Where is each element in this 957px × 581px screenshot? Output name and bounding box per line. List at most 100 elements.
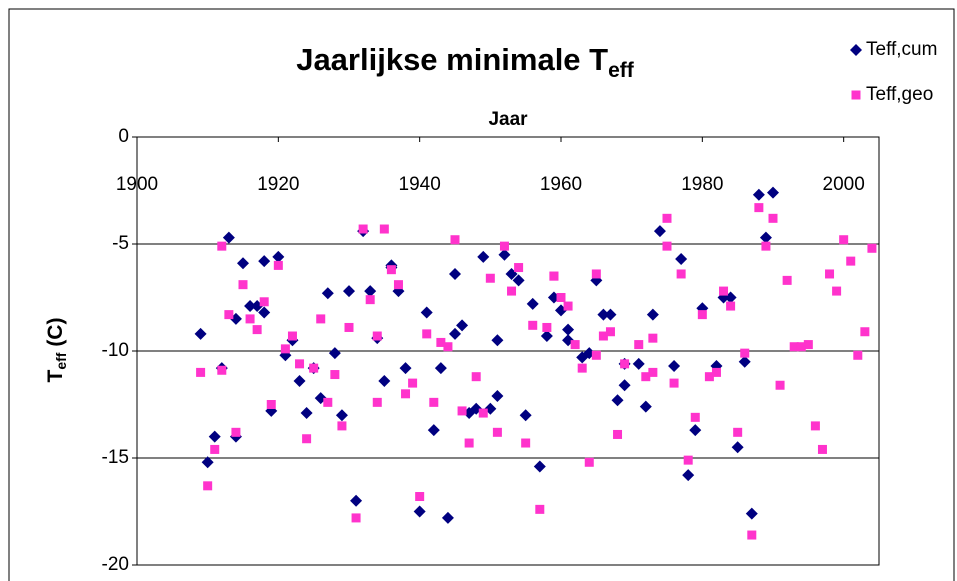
scatter-point — [457, 406, 467, 416]
scatter-point — [449, 267, 461, 280]
scatter-point — [485, 273, 495, 283]
scatter-point — [293, 374, 306, 387]
scatter-point — [832, 286, 842, 296]
legend-label: Teff,cum — [866, 39, 937, 60]
scatter-point — [540, 330, 553, 343]
scatter-point — [372, 397, 382, 407]
y-tick-label: -5 — [112, 233, 129, 254]
scatter-point — [775, 380, 785, 390]
scatter-point — [668, 359, 681, 372]
scatter-point — [237, 257, 249, 270]
scatter-point — [379, 224, 389, 234]
scatter-point — [266, 400, 276, 409]
scatter-point — [309, 363, 319, 373]
scatter-point — [867, 243, 877, 253]
scatter-point — [648, 367, 658, 377]
scatter-point — [358, 224, 368, 234]
scatter-point — [825, 269, 835, 279]
title-subscript: eff — [608, 59, 635, 82]
scatter-point — [584, 457, 594, 467]
scatter-point — [512, 274, 525, 287]
scatter-point — [478, 408, 488, 418]
scatter-point — [287, 331, 297, 341]
scatter-point — [570, 340, 580, 350]
scatter-point — [562, 323, 575, 336]
x-tick-label: 2000 — [823, 174, 865, 195]
x-tick-label: 1960 — [540, 174, 582, 195]
scatter-point — [436, 337, 446, 347]
scatter-point — [316, 314, 326, 324]
scatter-point — [244, 300, 257, 313]
scatter-point — [413, 505, 426, 518]
scatter-point — [711, 367, 721, 377]
scatter-point — [648, 333, 658, 343]
scatter-point — [549, 271, 559, 281]
scatter-point — [210, 444, 220, 454]
scatter-point — [646, 308, 659, 321]
scatter-point — [690, 412, 700, 422]
scatter-point — [591, 269, 601, 279]
scatter-point — [726, 301, 736, 311]
scatter-point — [542, 322, 552, 332]
scatter-point — [669, 378, 679, 388]
scatter-point — [817, 444, 827, 454]
scatter-point — [343, 285, 355, 298]
scatter-point — [521, 438, 531, 448]
scatter-point — [752, 188, 765, 201]
scatter-point — [217, 365, 227, 375]
chart-frame — [8, 8, 955, 581]
y-tick-label: -15 — [102, 447, 129, 468]
scatter-point — [258, 306, 271, 319]
scatter-point — [258, 255, 271, 268]
scatter-point — [803, 340, 813, 350]
scatter-point — [464, 438, 474, 448]
scatter-point — [450, 235, 460, 245]
scatter-point — [399, 362, 412, 375]
scatter-point — [675, 252, 688, 265]
x-tick-label: 1980 — [681, 174, 723, 195]
scatter-point — [217, 241, 227, 251]
scatter-point — [689, 424, 702, 437]
scatter-point — [328, 347, 341, 360]
y-axis-title: Teff (C) — [44, 318, 69, 383]
scatter-point — [222, 231, 235, 244]
scatter-point — [449, 327, 461, 340]
x-tick-label: 1940 — [399, 174, 441, 195]
scatter-point — [415, 492, 425, 502]
scatter-point — [208, 430, 221, 443]
scatter-point — [676, 269, 686, 279]
scatter-point — [789, 342, 799, 352]
scatter-point — [740, 348, 750, 358]
scatter-point — [682, 469, 695, 482]
scatter-point — [491, 389, 504, 402]
scatter-point — [738, 355, 751, 368]
scatter-point — [839, 235, 849, 245]
scatter-point — [335, 409, 348, 422]
scatter-point — [272, 250, 285, 263]
scatter-point — [853, 350, 863, 360]
x-axis-title: Jaar — [488, 109, 528, 130]
scatter-point — [434, 362, 447, 375]
scatter-point — [604, 308, 617, 321]
scatter-point — [273, 260, 283, 270]
scatter-point — [796, 342, 806, 352]
legend-marker — [850, 44, 862, 56]
scatter-point — [697, 310, 707, 320]
scatter-point — [563, 301, 573, 311]
scatter-point — [401, 389, 411, 399]
scatter-point — [662, 241, 672, 251]
scatter-point — [477, 250, 490, 263]
scatter-point — [321, 287, 334, 300]
scatter-point — [259, 297, 269, 307]
scatter-point — [196, 367, 206, 377]
scatter-point — [443, 342, 453, 352]
scatter-point — [498, 248, 511, 261]
scatter-point — [639, 400, 652, 413]
scatter-point — [378, 374, 391, 387]
y-title-subscript: eff — [53, 352, 69, 369]
scatter-point — [733, 427, 743, 437]
scatter-point — [499, 241, 509, 251]
y-tick-label: -20 — [102, 554, 129, 575]
chart-title: Jaarlijkse minimale Teff — [296, 42, 635, 81]
